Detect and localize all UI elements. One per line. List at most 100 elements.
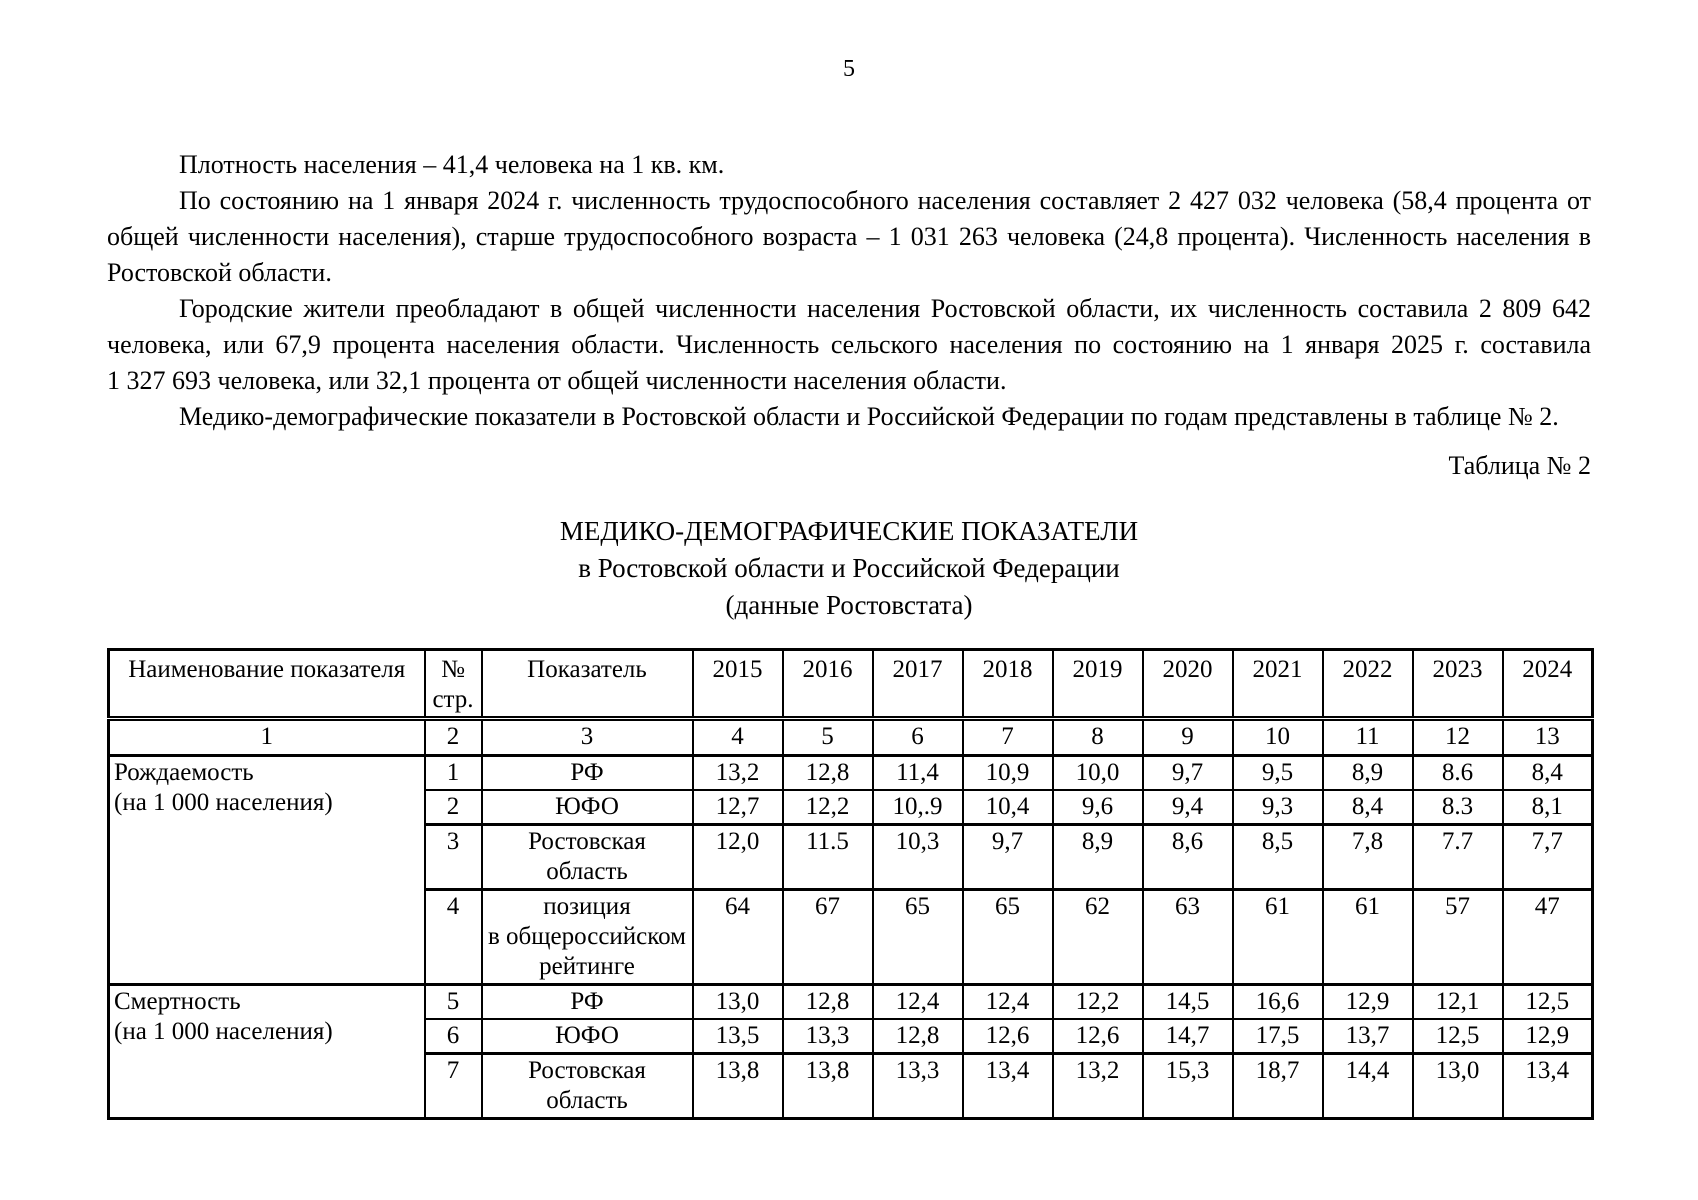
value-cell: 12,4 [961,983,1054,1020]
row-number: 2 [423,789,483,826]
value-cell: 16,6 [1231,983,1324,1020]
paragraph-working-age: По состоянию на 1 января 2024 г. численн… [107,186,1591,287]
column-number: 11 [1321,717,1414,757]
value-cell: 12,9 [1321,983,1414,1020]
table-row: 7 Ростовская область 13,8 13,8 13,3 13,4 13,2 1… [109,1052,1594,1120]
value-cell: 10,0 [1051,754,1144,791]
table-title-main: МЕДИКО-ДЕМОГРАФИЧЕСКИЕ ПОКАЗАТЕЛИ [559,516,1139,546]
value-cell: 12,4 [871,983,964,1020]
indicator-cell: Ростовская область [480,1052,694,1120]
indicator-cell: позиция в общероссийском рейтинге [480,888,694,986]
value-cell: 12,5 [1411,1018,1504,1055]
value-cell: 7,7 [1501,823,1594,891]
value-cell: 8.6 [1411,754,1504,791]
body-text: Плотность населения – 41,4 человека на 1… [107,147,1591,435]
column-number: 6 [871,717,964,757]
column-number: 5 [781,717,874,757]
column-header-row-no: № стр. [423,648,483,721]
table-title-block: МЕДИКО-ДЕМОГРАФИЧЕСКИЕ ПОКАЗАТЕЛИ в Рост… [107,513,1591,624]
value-cell: 13,3 [781,1018,874,1055]
table-title-source: (данные Ростовстата) [725,590,973,620]
column-number: 4 [691,717,784,757]
row-number: 1 [423,754,483,791]
value-cell: 13,0 [691,983,784,1020]
column-number: 8 [1051,717,1144,757]
value-cell: 8,5 [1231,823,1324,891]
value-cell: 7,8 [1321,823,1414,891]
year-header: 2020 [1141,648,1234,721]
column-header-name: Наименование показателя [107,648,426,721]
page-number: 5 [843,56,855,82]
column-number: 3 [480,717,694,757]
value-cell: 13,2 [691,754,784,791]
value-cell: 67 [781,888,874,986]
indicator-cell: Ростовская область [480,823,694,891]
value-cell: 9,4 [1141,789,1234,826]
value-cell: 9,7 [961,823,1054,891]
value-cell: 11,4 [871,754,964,791]
table-row: 6 ЮФО 13,5 13,3 12,8 12,6 12,6 14,7 17,5 13,7 12,5… [109,1018,1594,1055]
value-cell: 8,4 [1501,754,1594,791]
row-number: 5 [423,983,483,1020]
value-cell: 10,.9 [871,789,964,826]
value-cell: 10,9 [961,754,1054,791]
row-number: 6 [423,1018,483,1055]
value-cell: 57 [1411,888,1504,986]
indicator-cell: РФ [480,983,694,1020]
column-number: 13 [1501,717,1594,757]
value-cell: 15,3 [1141,1052,1234,1120]
value-cell: 13,4 [1501,1052,1594,1120]
year-header: 2017 [871,648,964,721]
table-row: Рождаемость (на 1 000 населения) 1 РФ 13,2 1… [107,754,1594,986]
value-cell: 12,2 [781,789,874,826]
year-header: 2015 [691,648,784,721]
value-cell: 12,0 [691,823,784,891]
table-header-row: Наименование показателя № стр. Показател… [107,648,1594,721]
column-header-indicator: Показатель [480,648,694,721]
indicator-group-name: Рождаемость (на 1 000 населения) [107,754,426,986]
value-cell: 12,2 [1051,983,1144,1020]
value-cell: 18,7 [1231,1052,1324,1120]
value-cell: 12,5 [1501,983,1594,1020]
value-cell: 13,7 [1321,1018,1414,1055]
value-cell: 13,4 [961,1052,1054,1120]
year-header: 2024 [1501,648,1594,721]
table-row: Смертность (на 1 000 населения) 5 РФ 13,0 12… [107,983,1594,1120]
value-cell: 8,9 [1321,754,1414,791]
table-title-sub: в Ростовской области и Российской Федера… [578,553,1120,583]
value-cell: 9,7 [1141,754,1234,791]
table-row: 2 ЮФО 12,7 12,2 10,.9 10,4 9,6 9,4 9,3 8,4 8.3 8,1 [109,789,1594,826]
value-cell: 65 [871,888,964,986]
year-header: 2016 [781,648,874,721]
value-cell: 14,7 [1141,1018,1234,1055]
value-cell: 9,3 [1231,789,1324,826]
value-cell: 8,6 [1141,823,1234,891]
value-cell: 12,6 [961,1018,1054,1055]
indicator-cell: РФ [480,754,694,791]
value-cell: 10,3 [871,823,964,891]
value-cell: 62 [1051,888,1144,986]
row-number: 4 [423,888,483,986]
value-cell: 61 [1321,888,1414,986]
value-cell: 65 [961,888,1054,986]
value-cell: 9,5 [1231,754,1324,791]
value-cell: 61 [1231,888,1324,986]
paragraph-table-reference: Медико-демографические показатели в Рост… [179,402,1559,431]
column-number: 10 [1231,717,1324,757]
year-header: 2019 [1051,648,1144,721]
value-cell: 8,9 [1051,823,1144,891]
value-cell: 13,2 [1051,1052,1144,1120]
value-cell: 13,3 [871,1052,964,1120]
paragraph-density: Плотность населения – 41,4 человека на 1… [179,150,725,179]
paragraph-urban-rural: Городские жители преобладают в общей чис… [107,294,1591,395]
value-cell: 47 [1501,888,1594,986]
indicator-group-name: Смертность (на 1 000 населения) [107,983,426,1120]
value-cell: 8.3 [1411,789,1504,826]
value-cell: 12,8 [781,754,874,791]
value-cell: 13,0 [1411,1052,1504,1120]
value-cell: 11.5 [781,823,874,891]
demographic-indicators-table: Наименование показателя № стр. Показател… [107,648,1594,1120]
value-cell: 12,8 [871,1018,964,1055]
column-numbering-row: 1 2 3 4 5 6 7 8 9 10 11 12 13 [107,717,1594,757]
